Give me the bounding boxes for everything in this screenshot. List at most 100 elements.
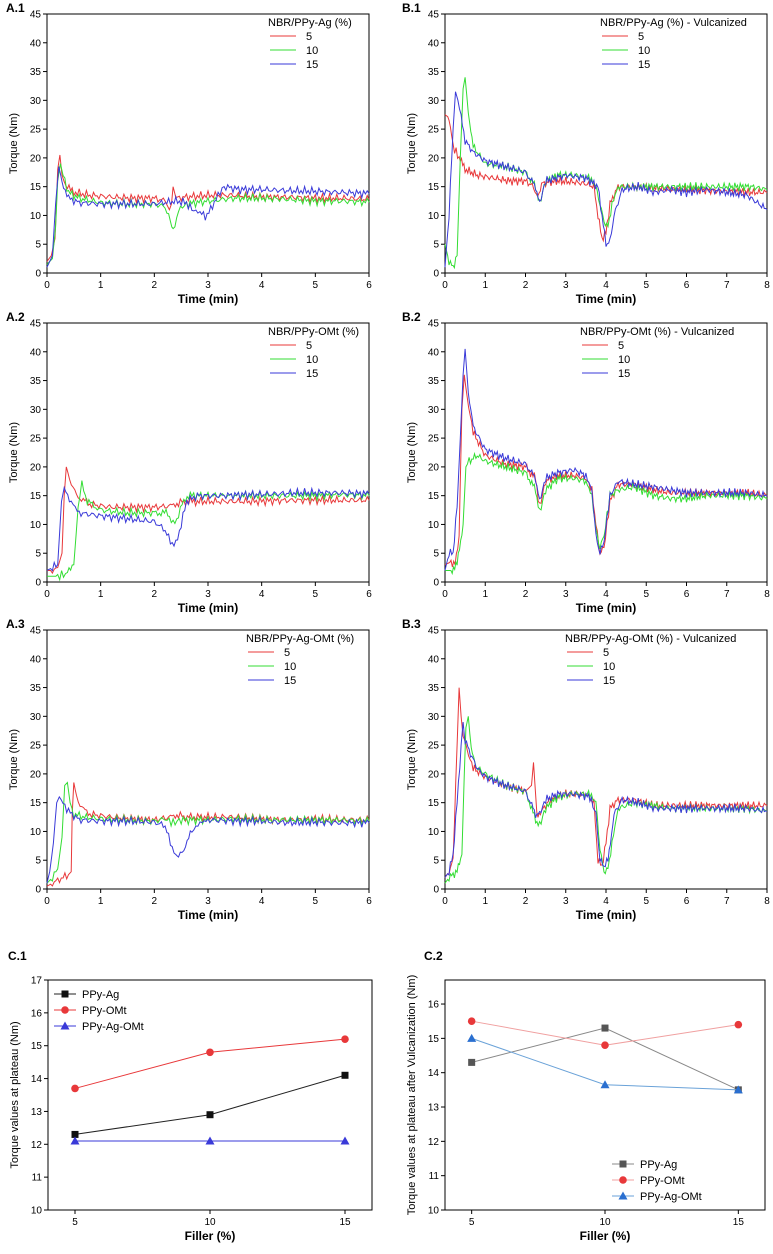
y-ticks: 0 5 10 15 20 25 30 35 40 45 <box>30 626 47 896</box>
x-axis-label: Filler (%) <box>580 1229 631 1243</box>
plot-frame <box>46 13 370 274</box>
legend-item: 10 <box>582 354 630 366</box>
legend-item: 15 <box>582 368 630 380</box>
x-tick-label: 1 <box>98 896 104 907</box>
x-tick-label: 0 <box>442 280 448 291</box>
legend-label: 15 <box>306 368 318 380</box>
x-tick-label: 5 <box>643 280 649 291</box>
series-line-15 <box>444 91 768 268</box>
x-tick-label: 3 <box>205 589 211 600</box>
legend: NBR/PPy-Ag-OMt (%) 5 10 15 <box>246 633 354 687</box>
y-tick-label: 15 <box>428 798 440 809</box>
x-tick-label: 7 <box>724 280 730 291</box>
series-line <box>74 1038 346 1089</box>
y-axis-label: Torque (Nm) <box>406 113 418 174</box>
x-tick-label: 0 <box>442 896 448 907</box>
marker-square <box>71 1130 79 1138</box>
marker-circle <box>341 1035 349 1043</box>
x-tick-label: 4 <box>603 589 609 600</box>
plot-frame <box>444 979 766 1211</box>
series-line-10 <box>46 781 370 884</box>
legend-label: 10 <box>603 661 615 673</box>
legend-title: NBR/PPy-Ag-OMt (%) - Vulcanized <box>565 633 736 645</box>
y-tick-label: 20 <box>428 769 440 780</box>
y-tick-label: 14 <box>31 1074 43 1085</box>
marker-circle <box>467 1017 476 1025</box>
marker-triangle <box>70 1136 80 1145</box>
y-tick-label: 13 <box>428 1103 440 1114</box>
y-tick-label: 45 <box>30 319 42 330</box>
series-lines <box>444 77 768 270</box>
y-tick-label: 45 <box>30 10 42 21</box>
y-ticks: 10 11 12 13 14 15 16 17 <box>31 976 48 1217</box>
series-lines <box>46 466 370 582</box>
y-tick-label: 15 <box>31 1041 43 1052</box>
x-tick-label: 2 <box>523 896 529 907</box>
marker-square <box>601 1024 609 1032</box>
y-tick-label: 30 <box>428 405 440 416</box>
y-ticks: 0 5 10 15 20 25 30 35 40 45 <box>428 10 445 280</box>
x-tick-label: 15 <box>339 1217 351 1228</box>
y-tick-label: 15 <box>428 1034 440 1045</box>
legend-item: 5 <box>567 647 609 659</box>
series-line-15 <box>46 166 370 268</box>
marker-circle <box>61 1006 69 1014</box>
y-tick-label: 16 <box>428 1000 440 1011</box>
x-tick-label: 7 <box>724 589 730 600</box>
x-tick-label: 1 <box>482 280 488 291</box>
plot-frame <box>46 322 370 583</box>
legend-title: NBR/PPy-Ag-OMt (%) <box>246 633 354 645</box>
plot-frame <box>444 322 768 583</box>
marker-triangle <box>733 1085 743 1094</box>
y-tick-label: 30 <box>30 712 42 723</box>
marker-triangle <box>60 1021 70 1030</box>
x-axis-label: Time (min) <box>576 601 636 615</box>
y-ticks: 0 5 10 15 20 25 30 35 40 45 <box>30 10 47 280</box>
y-tick-label: 40 <box>30 38 42 49</box>
y-axis-label: Torque (Nm) <box>8 113 20 174</box>
y-tick-label: 20 <box>30 769 42 780</box>
x-tick-label: 5 <box>313 589 319 600</box>
y-tick-label: 5 <box>433 856 439 867</box>
y-tick-label: 5 <box>35 856 41 867</box>
x-tick-label: 8 <box>764 280 770 291</box>
x-tick-label: 5 <box>643 589 649 600</box>
legend-item: 15 <box>270 59 318 71</box>
y-tick-label: 20 <box>428 153 440 164</box>
x-tick-label: 2 <box>152 896 158 907</box>
series-line-15 <box>444 722 768 878</box>
legend-item: 5 <box>582 340 624 352</box>
x-tick-label: 2 <box>152 589 158 600</box>
y-axis-label: Torque (Nm) <box>8 422 20 483</box>
y-tick-label: 10 <box>428 1206 440 1217</box>
panel-label: B.2 <box>402 310 421 324</box>
marker-square <box>619 1160 627 1168</box>
legend-title: NBR/PPy-Ag (%) - Vulcanized <box>600 17 747 29</box>
marker-triangle <box>600 1080 610 1089</box>
legend-title: NBR/PPy-OMt (%) <box>268 326 359 338</box>
y-axis-label: Torque (Nm) <box>406 422 418 483</box>
y-tick-label: 16 <box>31 1008 43 1019</box>
legend-item: 10 <box>270 354 318 366</box>
x-tick-label: 6 <box>684 280 690 291</box>
y-axis-label: Torque values at plateau after Vulcaniza… <box>406 975 418 1216</box>
legend-label: PPy-Ag <box>640 1159 677 1171</box>
legend-label: 5 <box>284 647 290 659</box>
panel-label: B.1 <box>402 1 421 15</box>
legend-label: PPy-Ag <box>82 989 119 1001</box>
marker-square <box>61 990 69 998</box>
y-tick-label: 15 <box>30 182 42 193</box>
x-tick-label: 6 <box>684 896 690 907</box>
y-tick-label: 45 <box>30 626 42 637</box>
x-axis-label: Time (min) <box>178 292 238 306</box>
x-tick-label: 5 <box>313 896 319 907</box>
x-tick-label: 4 <box>603 280 609 291</box>
x-tick-label: 5 <box>72 1217 78 1228</box>
series-line-10 <box>445 451 768 576</box>
x-tick-label: 2 <box>523 280 529 291</box>
series-line-10 <box>444 77 768 270</box>
x-tick-label: 6 <box>366 896 372 907</box>
x-tick-label: 3 <box>563 589 569 600</box>
x-tick-label: 4 <box>259 280 265 291</box>
